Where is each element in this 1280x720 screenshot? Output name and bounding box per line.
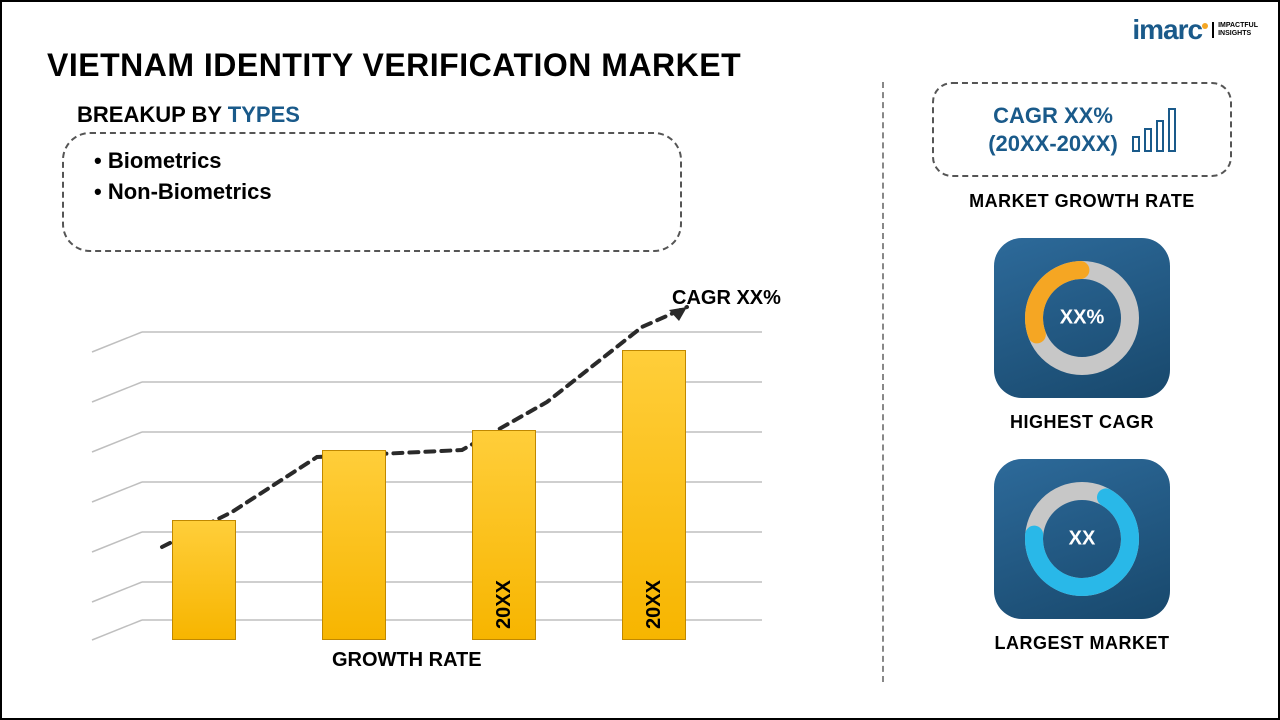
breakup-accent: TYPES (228, 102, 300, 127)
bar-label: 20XX (643, 580, 666, 629)
chart-bar (172, 520, 236, 640)
growth-rate-label: MARKET GROWTH RATE (922, 191, 1242, 212)
largest-market-label: LARGEST MARKET (922, 633, 1242, 654)
vertical-divider (882, 82, 884, 682)
chart-bar: 20XX (622, 350, 686, 640)
chart-bar (322, 450, 386, 640)
highest-cagr-donut: XX% (1022, 258, 1142, 378)
logo-dot-icon (1202, 23, 1208, 29)
cagr-summary-box: CAGR XX% (20XX-20XX) (932, 82, 1232, 177)
highest-cagr-card: XX% (994, 238, 1170, 398)
page-title: VIETNAM IDENTITY VERIFICATION MARKET (47, 47, 741, 84)
mini-bar-icon (1132, 108, 1176, 152)
brand-logo: imarc IMPACTFUL INSIGHTS (1132, 14, 1258, 46)
chart-bar: 20XX (472, 430, 536, 640)
cagr-box-text: CAGR XX% (20XX-20XX) (988, 102, 1118, 157)
largest-market-card: XX (994, 459, 1170, 619)
cagr-annotation: CAGR XX% (672, 287, 781, 310)
logo-tagline: IMPACTFUL INSIGHTS (1212, 22, 1258, 37)
breakup-heading: BREAKUP BY TYPES (77, 102, 300, 128)
types-box: Biometrics Non-Biometrics (62, 132, 682, 252)
largest-market-value: XX (1069, 528, 1096, 551)
breakup-prefix: BREAKUP BY (77, 102, 228, 127)
logo-wordmark: imarc (1132, 14, 1208, 46)
bar-label: 20XX (493, 580, 516, 629)
list-item: Biometrics (94, 146, 650, 177)
growth-bar-chart: 20XX20XX CAGR XX% GROWTH RATE (82, 302, 822, 672)
chart-x-label: GROWTH RATE (332, 649, 482, 672)
highest-cagr-label: HIGHEST CAGR (922, 412, 1242, 433)
list-item: Non-Biometrics (94, 177, 650, 208)
sidebar-stats: CAGR XX% (20XX-20XX) MARKET GROWTH RATE … (922, 82, 1242, 654)
types-list: Biometrics Non-Biometrics (94, 146, 650, 208)
logo-text: imarc (1132, 14, 1202, 45)
trend-line (162, 307, 687, 547)
largest-market-donut: XX (1022, 479, 1142, 599)
highest-cagr-value: XX% (1060, 307, 1104, 330)
